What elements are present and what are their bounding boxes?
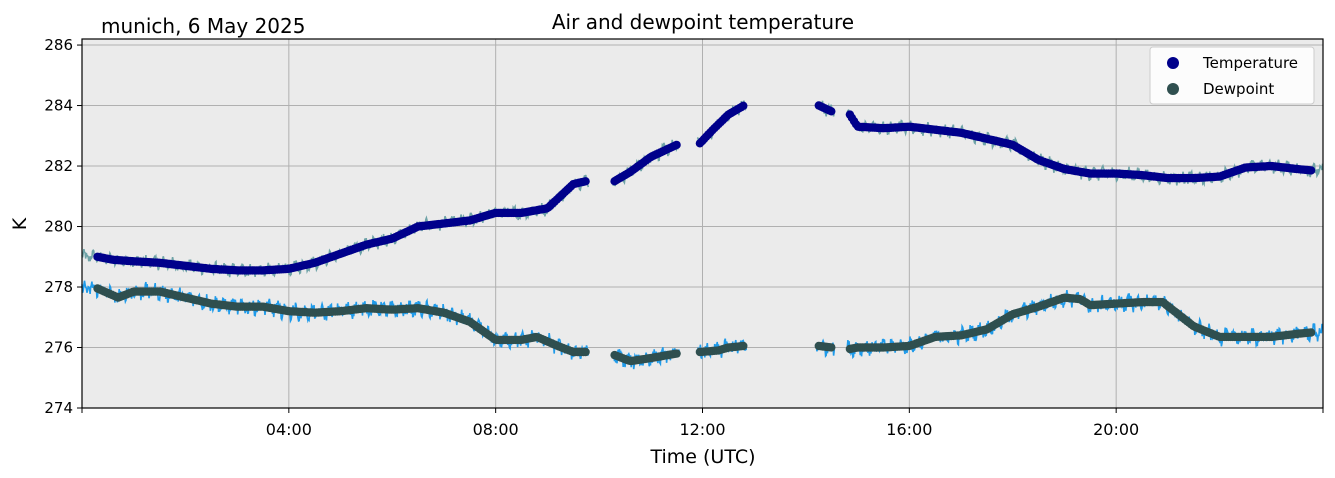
data-markers (93, 101, 1316, 366)
y-tick-label: 282 (44, 157, 73, 175)
x-tick-label: 20:00 (1093, 420, 1139, 439)
temperature-point (739, 101, 748, 111)
x-tick-label: 12:00 (679, 420, 725, 439)
dewpoint-point (1306, 328, 1316, 337)
chart-title: Air and dewpoint temperature (552, 10, 854, 34)
axis-ticks: 04:00 08:00 12:00 16:00 20:00 274 276 278 280 282… (44, 36, 1324, 439)
temperature-point (672, 140, 681, 150)
y-tick-label: 284 (44, 97, 73, 115)
legend-marker-temperature (1167, 57, 1179, 69)
dewpoint-point (581, 347, 590, 357)
y-tick-label: 280 (44, 218, 73, 236)
y-tick-label: 286 (44, 36, 73, 54)
x-tick-label: 08:00 (473, 420, 519, 439)
temperature-point (827, 107, 836, 116)
temperature-point (581, 177, 590, 186)
y-tick-label: 276 (44, 339, 73, 357)
y-tick-label: 278 (44, 278, 73, 296)
dewpoint-point (739, 341, 748, 351)
legend: Temperature Dewpoint (1149, 46, 1315, 105)
x-tick-label: 16:00 (886, 420, 932, 439)
chart-subtitle: munich, 6 May 2025 (101, 14, 305, 38)
x-tick-label: 04:00 (266, 420, 312, 439)
x-axis-label: Time (UTC) (649, 446, 755, 468)
legend-marker-dewpoint (1167, 83, 1179, 95)
legend-label-dewpoint: Dewpoint (1203, 80, 1274, 98)
temperature-point (1306, 166, 1316, 175)
legend-label-temperature: Temperature (1202, 54, 1298, 72)
y-axis-label: K (9, 217, 31, 230)
dewpoint-point (672, 349, 681, 358)
dewpoint-point (827, 343, 836, 352)
y-tick-label: 274 (44, 399, 73, 417)
legend-box (1149, 46, 1315, 105)
gridlines (82, 39, 1323, 409)
